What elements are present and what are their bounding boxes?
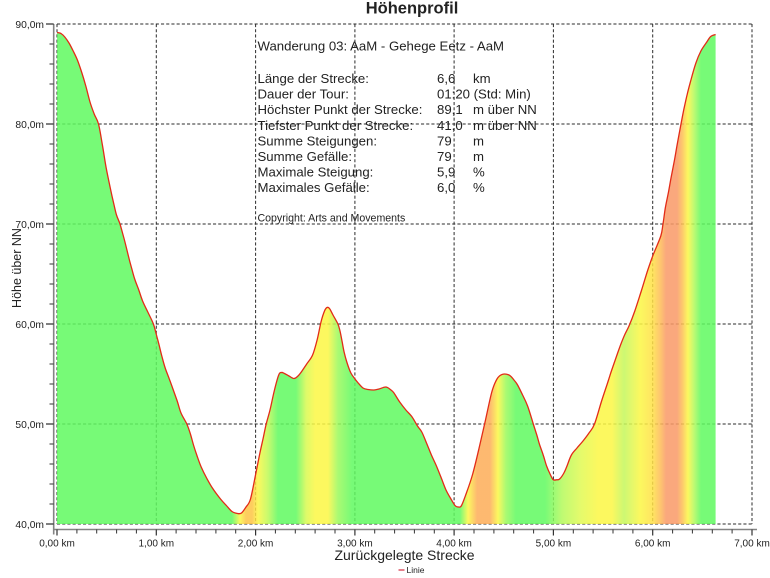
svg-text:4,00 km: 4,00 km [436, 539, 472, 550]
svg-text:Linie: Linie [407, 565, 425, 575]
svg-text:7,00 km: 7,00 km [734, 539, 770, 550]
svg-text:2,00 km: 2,00 km [238, 539, 274, 550]
svg-text:3,00 km: 3,00 km [337, 539, 373, 550]
svg-text:80,0m: 80,0m [15, 120, 44, 131]
svg-text:Wanderung 03: AaM - Gehege Eet: Wanderung 03: AaM - Gehege Eetz - AaM [258, 39, 505, 54]
svg-text:40,0m: 40,0m [15, 520, 44, 531]
svg-text:Höchster Punkt der Strecke:89,: Höchster Punkt der Strecke: 89,1 m über NN [258, 102, 537, 117]
svg-text:60,0m: 60,0m [15, 320, 44, 331]
svg-text:Tiefster Punkt der Strecke:41,: Tiefster Punkt der Strecke: 41,0 m über NN [258, 118, 537, 133]
svg-text:0,00 km: 0,00 km [39, 539, 75, 550]
svg-text:5,00 km: 5,00 km [536, 539, 572, 550]
svg-text:Höhenprofil: Höhenprofil [366, 0, 459, 18]
svg-text:50,0m: 50,0m [15, 420, 44, 431]
svg-text:Copyright: Arts and Movements: Copyright: Arts and Movements [258, 213, 406, 225]
svg-text:Höhe über NN: Höhe über NN [10, 228, 24, 308]
svg-text:Zurückgelegte Strecke: Zurückgelegte Strecke [334, 547, 474, 563]
svg-text:Summe Steigungen:79m: Summe Steigungen: 79 m [258, 133, 485, 148]
svg-text:70,0m: 70,0m [15, 220, 44, 231]
svg-text:1,00 km: 1,00 km [139, 539, 175, 550]
svg-text:Maximale Steigung:5,9%: Maximale Steigung: 5,9% [258, 165, 486, 180]
svg-text:6,00 km: 6,00 km [635, 539, 671, 550]
svg-text:90,0m: 90,0m [15, 20, 44, 31]
